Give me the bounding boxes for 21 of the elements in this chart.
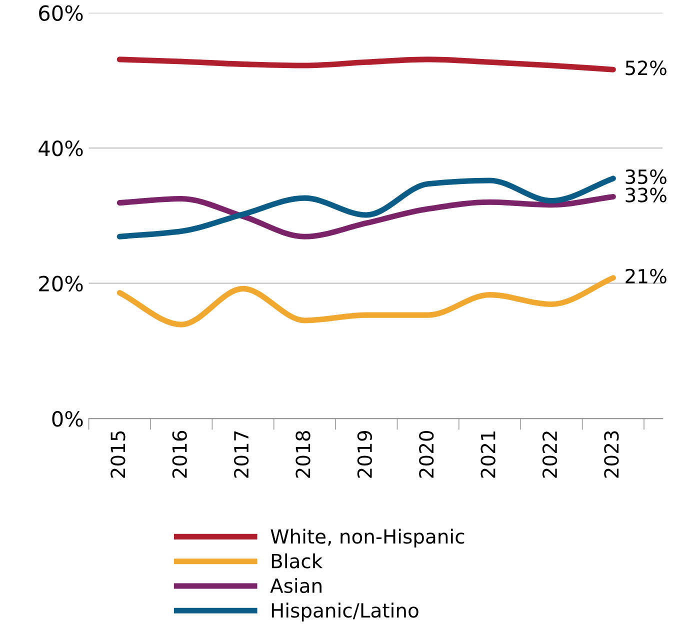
y-tick-label: 20% xyxy=(39,276,83,292)
x-tick-label: 2018 xyxy=(296,430,310,478)
legend-label: Hispanic/Latino xyxy=(272,602,418,622)
x-tick-label: 2016 xyxy=(172,430,187,478)
x-tick-label: 2023 xyxy=(604,431,619,478)
x-tick-label: 2022 xyxy=(542,432,558,478)
annotation: 35% xyxy=(626,169,666,184)
x-tick-label: 2021 xyxy=(480,431,496,478)
x-tick-label: 2020 xyxy=(419,430,434,478)
y-tick-label: 40% xyxy=(38,140,83,156)
x-tick-label: 2019 xyxy=(357,431,372,478)
x-tick-label: 2017 xyxy=(234,431,249,478)
y-tick-label: 60% xyxy=(39,5,83,21)
legend-label: Asian xyxy=(270,578,322,594)
legend-label: White, non-Hispanic xyxy=(270,528,464,548)
annotation: 33% xyxy=(626,188,666,202)
x-tick-label: 2015 xyxy=(110,431,126,478)
legend-label: Black xyxy=(272,553,323,568)
annotation: 21% xyxy=(626,268,666,284)
y-tick-label: 0% xyxy=(52,411,83,427)
annotation: 52% xyxy=(626,60,666,76)
